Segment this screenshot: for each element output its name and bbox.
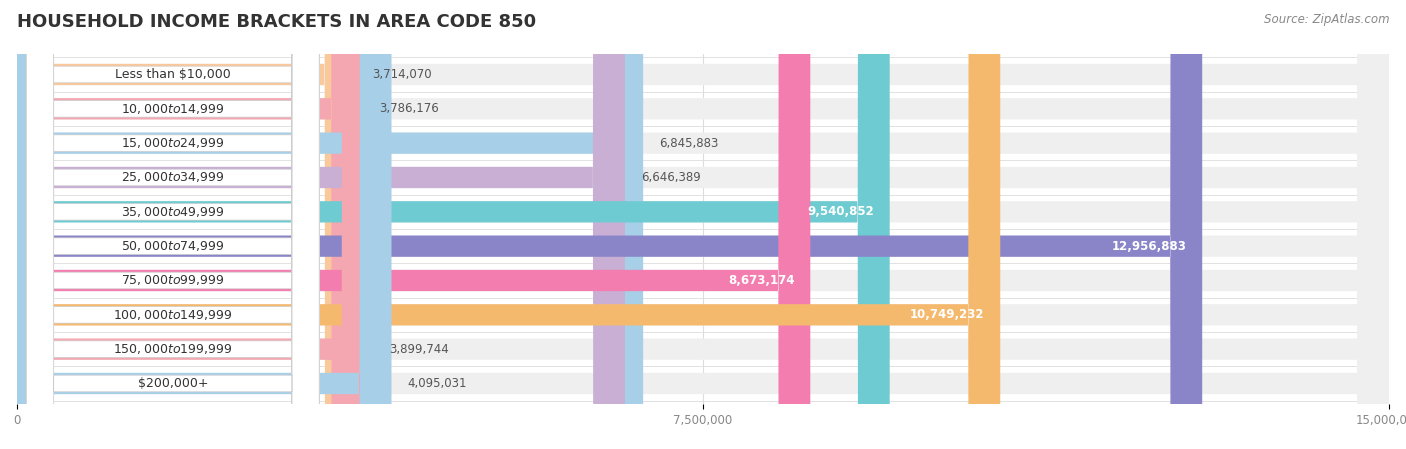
FancyBboxPatch shape	[27, 0, 319, 449]
Text: $75,000 to $99,999: $75,000 to $99,999	[121, 273, 225, 287]
FancyBboxPatch shape	[17, 0, 1389, 449]
FancyBboxPatch shape	[27, 0, 319, 449]
FancyBboxPatch shape	[27, 0, 319, 449]
FancyBboxPatch shape	[17, 0, 374, 449]
FancyBboxPatch shape	[17, 0, 643, 449]
Text: $10,000 to $14,999: $10,000 to $14,999	[121, 102, 225, 116]
FancyBboxPatch shape	[17, 0, 1389, 449]
FancyBboxPatch shape	[17, 0, 363, 449]
Text: 12,956,883: 12,956,883	[1111, 240, 1187, 253]
Text: 4,095,031: 4,095,031	[408, 377, 467, 390]
FancyBboxPatch shape	[27, 0, 319, 449]
Text: Less than $10,000: Less than $10,000	[115, 68, 231, 81]
Text: $200,000+: $200,000+	[138, 377, 208, 390]
FancyBboxPatch shape	[17, 0, 890, 449]
FancyBboxPatch shape	[17, 0, 1389, 449]
Text: 8,673,174: 8,673,174	[728, 274, 794, 287]
FancyBboxPatch shape	[27, 0, 319, 449]
Text: 6,845,883: 6,845,883	[659, 136, 718, 150]
Text: $25,000 to $34,999: $25,000 to $34,999	[121, 171, 225, 185]
FancyBboxPatch shape	[27, 0, 319, 449]
Text: $15,000 to $24,999: $15,000 to $24,999	[121, 136, 225, 150]
FancyBboxPatch shape	[17, 0, 624, 449]
FancyBboxPatch shape	[17, 0, 1389, 449]
FancyBboxPatch shape	[17, 0, 1389, 449]
FancyBboxPatch shape	[17, 0, 1000, 449]
FancyBboxPatch shape	[27, 0, 319, 449]
Text: 9,540,852: 9,540,852	[807, 205, 873, 218]
FancyBboxPatch shape	[17, 0, 1389, 449]
Text: 10,749,232: 10,749,232	[910, 308, 984, 321]
FancyBboxPatch shape	[17, 0, 1389, 449]
Text: 3,786,176: 3,786,176	[380, 102, 439, 115]
FancyBboxPatch shape	[27, 0, 319, 449]
FancyBboxPatch shape	[17, 0, 810, 449]
FancyBboxPatch shape	[27, 0, 319, 449]
FancyBboxPatch shape	[17, 0, 1389, 449]
Text: HOUSEHOLD INCOME BRACKETS IN AREA CODE 850: HOUSEHOLD INCOME BRACKETS IN AREA CODE 8…	[17, 13, 536, 31]
Text: Source: ZipAtlas.com: Source: ZipAtlas.com	[1264, 13, 1389, 26]
FancyBboxPatch shape	[17, 0, 1389, 449]
FancyBboxPatch shape	[17, 0, 1202, 449]
Text: 6,646,389: 6,646,389	[641, 171, 700, 184]
FancyBboxPatch shape	[17, 0, 1389, 449]
FancyBboxPatch shape	[17, 0, 391, 449]
Text: $35,000 to $49,999: $35,000 to $49,999	[121, 205, 225, 219]
Text: $150,000 to $199,999: $150,000 to $199,999	[112, 342, 232, 356]
FancyBboxPatch shape	[27, 0, 319, 449]
Text: 3,899,744: 3,899,744	[389, 343, 450, 356]
Text: $50,000 to $74,999: $50,000 to $74,999	[121, 239, 225, 253]
Text: $100,000 to $149,999: $100,000 to $149,999	[112, 308, 232, 322]
Text: 3,714,070: 3,714,070	[373, 68, 432, 81]
FancyBboxPatch shape	[17, 0, 357, 449]
